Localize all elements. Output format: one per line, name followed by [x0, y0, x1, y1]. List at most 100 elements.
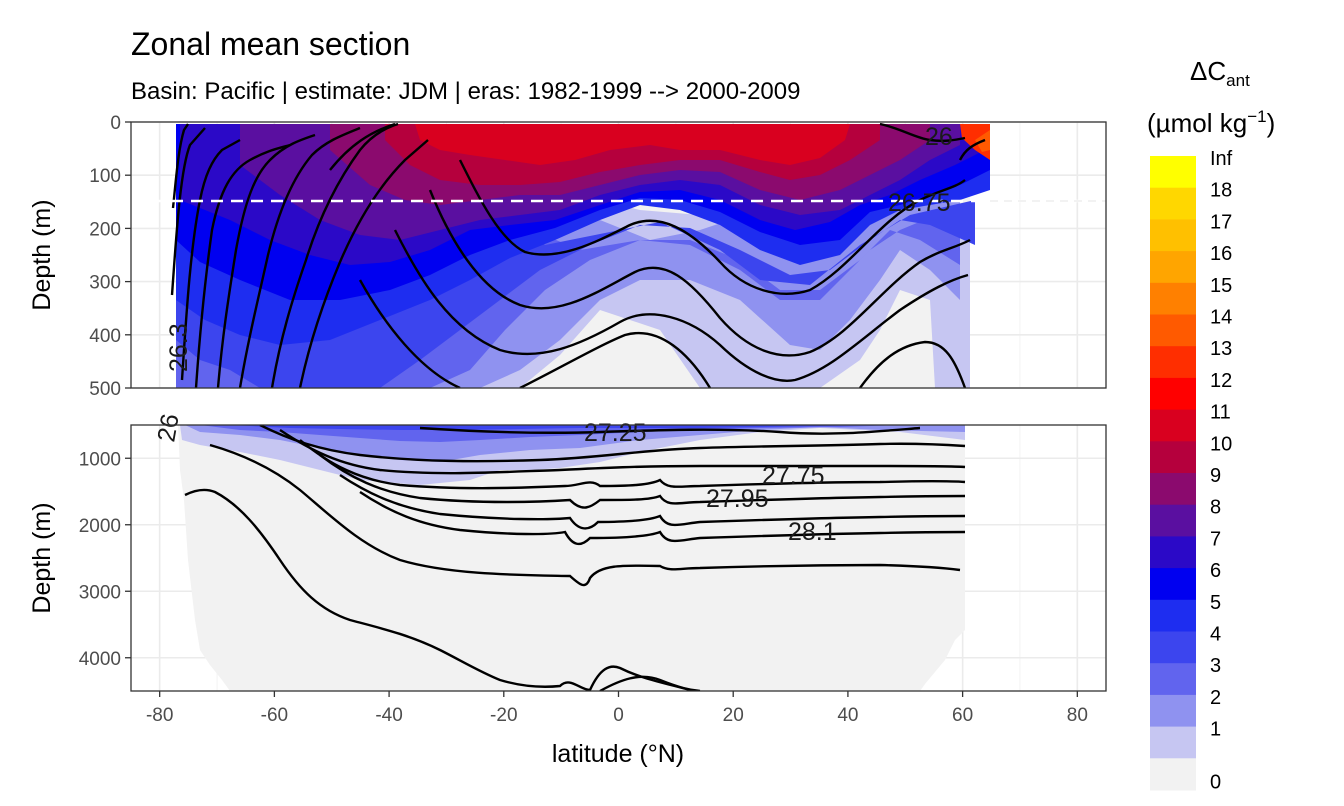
- legend-key: [1150, 758, 1196, 791]
- legend-key: [1150, 568, 1196, 601]
- x-axis-label: latitude (°N): [552, 740, 684, 768]
- y-tick-label: 4000: [79, 649, 121, 670]
- legend-title-main: ΔC: [1190, 56, 1226, 86]
- x-tick-label: -40: [375, 705, 402, 726]
- legend-key: [1150, 473, 1196, 506]
- legend-label: 17: [1210, 211, 1232, 233]
- contour-line: [419, 426, 921, 435]
- contour-line: [859, 340, 967, 388]
- legend-key: [1150, 504, 1196, 537]
- upper-panel: 26 26.75 26.3 0 100 200 300 400 500: [89, 113, 1107, 400]
- lower-y-axis: 1000 2000 3000 4000: [79, 449, 131, 670]
- legend-units-text: (µmol kg: [1147, 108, 1247, 138]
- lower-contours: [184, 425, 966, 691]
- x-tick-label: 60: [952, 705, 973, 726]
- contour-line: [194, 143, 291, 388]
- legend-label: 4: [1210, 624, 1221, 646]
- contour-label: 27.75: [762, 462, 825, 490]
- contour-line: [339, 474, 966, 530]
- contour-line: [184, 488, 691, 691]
- contour-line: [358, 279, 461, 388]
- legend-label: 14: [1210, 307, 1232, 329]
- contour-line: [319, 454, 966, 509]
- legend-label: Inf: [1210, 148, 1233, 170]
- field-band-4-5: [230, 425, 860, 430]
- legend-units-close: ): [1267, 108, 1276, 138]
- legend-key: [1150, 251, 1196, 284]
- x-tick-label: 80: [1067, 705, 1088, 726]
- contour-line: [216, 133, 316, 388]
- contour-line: [458, 159, 966, 295]
- upper-panel-border: [130, 121, 1107, 389]
- y-tick-label: 3000: [79, 582, 121, 603]
- lower-section-field: [178, 425, 966, 691]
- contour-line: [238, 126, 361, 388]
- y-tick-label: 2000: [79, 516, 121, 537]
- contour-label: 27.95: [706, 485, 769, 513]
- contour-label: 26: [925, 123, 953, 151]
- legend-units: (µmol kg−1): [1147, 107, 1275, 138]
- y-axis-label-upper: Depth (m): [28, 199, 56, 310]
- legend-key: [1150, 314, 1196, 347]
- legend-label: 18: [1210, 180, 1232, 202]
- y-tick-label: 300: [89, 273, 121, 294]
- contour-line: [879, 122, 966, 143]
- legend-key: [1150, 631, 1196, 664]
- contour-line: [270, 122, 399, 388]
- legend-key: [1150, 536, 1196, 569]
- contour-label: 26.3: [165, 323, 193, 372]
- contour-label: 28.1: [788, 518, 837, 546]
- contour-line: [209, 443, 961, 587]
- legend-key: [1150, 663, 1196, 696]
- contour-line: [180, 138, 241, 381]
- x-tick-label: -80: [146, 705, 173, 726]
- field-band-11-12: [415, 124, 850, 165]
- y-tick-label: 500: [89, 379, 121, 400]
- contour-line: [170, 127, 206, 296]
- legend-key: [1150, 187, 1196, 220]
- x-tick-label: -60: [261, 705, 288, 726]
- legend-label: 12: [1210, 370, 1232, 392]
- legend-label: 8: [1210, 497, 1221, 519]
- legend-label: 1: [1210, 719, 1221, 741]
- legend-label: 6: [1210, 560, 1221, 582]
- chart-subtitle: Basin: Pacific | estimate: JDM | eras: 1…: [131, 78, 800, 105]
- legend-label: 13: [1210, 338, 1232, 360]
- upper-contours: [170, 122, 986, 388]
- upper-y-axis: 0 100 200 300 400 500: [89, 113, 131, 400]
- legend-key: [1150, 346, 1196, 379]
- y-tick-label: 200: [89, 219, 121, 240]
- y-tick-label: 100: [89, 166, 121, 187]
- chart-title: Zonal mean section: [131, 26, 410, 62]
- y-axis-label-lower: Depth (m): [28, 502, 56, 613]
- legend-key: [1150, 441, 1196, 474]
- contour-line: [519, 332, 712, 388]
- legend-key: [1150, 726, 1196, 759]
- x-tick-label: -20: [490, 705, 517, 726]
- legend-key: [1150, 694, 1196, 728]
- x-tick-label: 40: [837, 705, 858, 726]
- upper-section-field: [131, 122, 1106, 388]
- legend-label: 15: [1210, 275, 1232, 297]
- y-tick-label: 400: [89, 326, 121, 347]
- contour-label: 27.25: [584, 419, 647, 447]
- contour-line: [599, 675, 701, 691]
- legend-label: 3: [1210, 655, 1221, 677]
- legend-label: 5: [1210, 592, 1221, 614]
- legend-key: [1150, 219, 1196, 252]
- contour-line: [279, 429, 966, 475]
- legend: ΔCant (µmol kg−1) Inf1817161514131211109…: [1147, 56, 1275, 793]
- legend-label: 9: [1210, 465, 1221, 487]
- contour-line: [298, 139, 429, 388]
- legend-units-exp: −1: [1247, 107, 1266, 126]
- legend-title: ΔCant: [1190, 56, 1250, 90]
- contour-line: [329, 122, 396, 171]
- legend-key: [1150, 409, 1196, 442]
- y-tick-label: 0: [110, 113, 121, 134]
- x-tick-label: 20: [723, 705, 744, 726]
- legend-key: [1150, 377, 1196, 411]
- contour-line: [171, 123, 189, 209]
